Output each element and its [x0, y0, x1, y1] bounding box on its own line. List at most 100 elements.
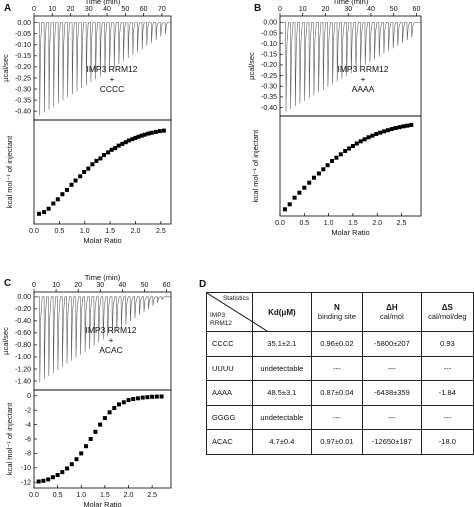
y-tick-label: -0.25 — [15, 75, 31, 82]
column-unit: cal/mol — [379, 312, 404, 321]
data-point — [302, 185, 307, 190]
table-cell: 0.93 — [420, 331, 474, 357]
data-point — [321, 167, 326, 172]
y-tick-label: -1.20 — [15, 366, 31, 373]
x-tick-label: 2.0 — [131, 228, 141, 235]
table-cell: undetectable — [251, 355, 312, 381]
thermogram-trace — [34, 296, 171, 383]
y-tick-label: -0.05 — [15, 31, 31, 38]
y-tick-label: -0.20 — [15, 64, 31, 71]
y-axis-title: µcal/sec — [247, 52, 256, 80]
x-tick-label: 50 — [390, 6, 398, 13]
data-point — [121, 400, 126, 405]
data-point — [378, 130, 383, 135]
y-axis-title: kcal mol⁻¹ of injectant — [5, 135, 14, 208]
x-tick-label: 60 — [163, 282, 171, 289]
x-tick-label: 1.0 — [80, 228, 90, 235]
data-point — [347, 146, 351, 151]
x-tick-label: 0 — [32, 6, 36, 13]
x-tick-label: 2.0 — [124, 492, 134, 499]
row-label: AAAA — [206, 380, 253, 406]
y-tick-label: -0.25 — [261, 73, 277, 80]
corner-bottom-label: IMP3 RRM12 — [210, 312, 232, 328]
table-cell: undetectable — [251, 404, 312, 430]
y-tick-label: -0.30 — [15, 86, 31, 93]
x-axis-title: Time (min) — [85, 0, 121, 6]
table-cell: -5800±207 — [362, 331, 422, 357]
y-tick-label: -8 — [25, 451, 31, 458]
titrant-label: + — [110, 74, 115, 84]
x-tick-label: 30 — [96, 282, 104, 289]
x-tick-label: 30 — [344, 6, 352, 13]
x-tick-label: 0.0 — [29, 228, 39, 235]
panel-letter: D — [199, 279, 206, 290]
titrant-label: IMP3 RRM12 — [85, 325, 136, 335]
data-point — [74, 457, 79, 462]
titrant-label: + — [109, 335, 114, 345]
x-tick-label: 20 — [67, 6, 75, 13]
x-tick-label: 50 — [141, 282, 149, 289]
data-point — [55, 197, 60, 202]
corner-top-label: Statistics — [222, 295, 249, 302]
data-point — [88, 437, 93, 441]
x-tick-label: 2.0 — [372, 220, 382, 227]
panel-letter: B — [254, 3, 261, 14]
table-cell: --- — [310, 404, 364, 430]
y-tick-label: -0.10 — [261, 41, 277, 48]
y-tick-label: -10 — [21, 465, 31, 472]
corner-bottom-line: RRM12 — [210, 320, 233, 327]
titrant-label: AAAA — [352, 84, 375, 94]
isotherm-frame — [33, 119, 172, 225]
y-axis-title: µcal/sec — [1, 54, 10, 82]
data-point — [65, 187, 69, 192]
row-label: GGGG — [206, 404, 253, 430]
data-point — [139, 133, 144, 138]
y-tick-label: 0 — [27, 393, 31, 400]
x-tick-label: 20 — [74, 282, 82, 289]
y-tick-label: -1.40 — [15, 378, 31, 385]
x-tick-label: 0.0 — [29, 492, 39, 499]
data-point — [362, 137, 367, 142]
table-cell: --- — [420, 404, 474, 430]
x-axis-title: Molar Ratio — [83, 236, 121, 245]
x-tick-label: 60 — [413, 6, 421, 13]
data-point — [69, 462, 74, 467]
data-point — [112, 406, 117, 410]
data-point — [50, 475, 55, 480]
data-point — [84, 444, 88, 449]
titrant-label: + — [361, 74, 366, 84]
data-point — [126, 398, 131, 403]
data-point — [86, 166, 91, 171]
data-point — [146, 131, 151, 136]
isotherm-frame — [33, 389, 172, 489]
data-point — [46, 206, 51, 211]
data-point — [131, 397, 136, 401]
x-tick-label: 10 — [48, 6, 56, 13]
data-point — [117, 402, 121, 407]
y-tick-label: -2 — [25, 407, 31, 414]
column-title: Kd(μM) — [268, 307, 296, 317]
data-point — [36, 479, 41, 484]
titrant-label: IMP3 RRM12 — [337, 64, 388, 74]
data-point — [142, 132, 147, 137]
y-axis-title: kcal mol⁻¹ of injectant — [251, 129, 260, 202]
data-point — [37, 211, 42, 216]
data-point — [409, 123, 414, 127]
data-point — [287, 202, 292, 207]
x-tick-label: 1.5 — [100, 492, 110, 499]
y-tick-label: -0.10 — [15, 42, 31, 49]
x-tick-label: 1.0 — [76, 492, 86, 499]
isotherm-frame — [279, 115, 422, 217]
x-axis-title: Molar Ratio — [83, 500, 121, 507]
data-point — [150, 394, 155, 399]
y-tick-label: -12 — [21, 480, 31, 487]
column-unit: cal/mol/deg — [428, 312, 467, 321]
y-tick-label: -0.35 — [15, 97, 31, 104]
data-point — [94, 158, 99, 163]
table-cell: -6438±359 — [362, 380, 422, 406]
column-title: N — [334, 303, 340, 312]
data-point — [126, 138, 131, 143]
x-axis-title: Molar Ratio — [331, 228, 369, 237]
corner-bottom-line: IMP3 — [210, 312, 226, 319]
x-tick-label: 1.0 — [324, 220, 334, 227]
